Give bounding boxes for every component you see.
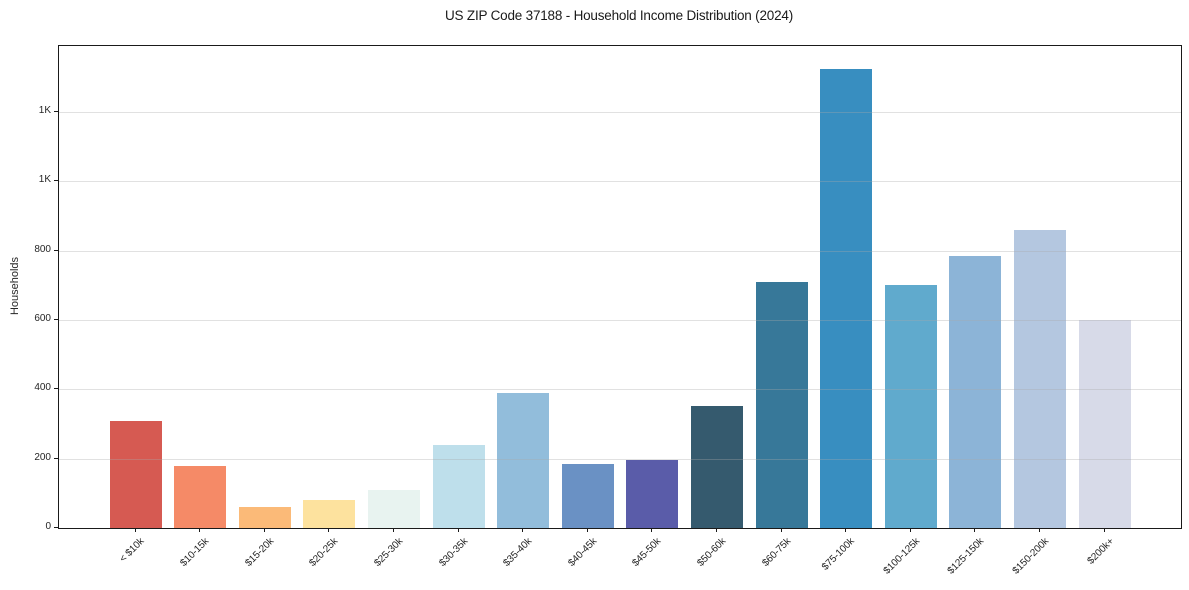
bar	[884, 285, 937, 528]
x-tick-mark	[845, 528, 846, 532]
gridline	[59, 320, 1181, 321]
y-tick-label: 1K	[38, 105, 51, 116]
y-tick-mark	[54, 250, 58, 251]
plot-area	[58, 45, 1182, 529]
y-tick-mark	[54, 180, 58, 181]
x-tick-mark	[974, 528, 975, 532]
gridline	[59, 389, 1181, 390]
x-tick-mark	[651, 528, 652, 532]
x-tick-mark	[716, 528, 717, 532]
y-axis-label: Households	[9, 256, 21, 316]
x-tick-mark	[264, 528, 265, 532]
bar	[303, 500, 356, 528]
y-tick-mark	[54, 458, 58, 459]
bar	[1078, 320, 1131, 528]
x-tick-label: $100-125k	[881, 536, 922, 577]
x-tick-mark	[393, 528, 394, 532]
y-tick-mark	[54, 388, 58, 389]
x-tick-label: $75-100k	[820, 536, 857, 573]
y-tick-label: 0	[45, 521, 51, 532]
x-tick-label: $35-40k	[500, 536, 534, 569]
x-tick-mark	[1039, 528, 1040, 532]
bar	[820, 69, 873, 528]
x-tick-label: $25-30k	[371, 536, 405, 569]
x-tick-mark	[910, 528, 911, 532]
x-tick-label: $30-35k	[436, 536, 470, 569]
x-tick-label: $40-45k	[565, 536, 599, 569]
chart-title: US ZIP Code 37188 - Household Income Dis…	[445, 8, 793, 23]
x-tick-mark	[587, 528, 588, 532]
x-tick-label: $200k+	[1085, 536, 1116, 567]
y-tick-label: 600	[34, 313, 51, 324]
y-tick-label: 200	[34, 452, 51, 463]
x-tick-mark	[1104, 528, 1105, 532]
x-tick-label: $125-150k	[945, 536, 986, 577]
y-tick-label: 400	[34, 382, 51, 393]
gridline	[59, 112, 1181, 113]
x-tick-label: $60-75k	[759, 536, 793, 569]
bar	[561, 464, 614, 528]
gridline	[59, 181, 1181, 182]
y-tick-mark	[54, 319, 58, 320]
x-tick-label: $50-60k	[694, 536, 728, 569]
x-tick-mark	[135, 528, 136, 532]
bar	[238, 507, 291, 528]
bar	[109, 421, 162, 528]
x-tick-mark	[458, 528, 459, 532]
bar	[949, 256, 1002, 528]
bar	[367, 490, 420, 528]
x-tick-label: $45-50k	[629, 536, 663, 569]
bar	[1013, 230, 1066, 528]
x-tick-mark	[199, 528, 200, 532]
y-tick-label: 800	[34, 244, 51, 255]
x-tick-mark	[781, 528, 782, 532]
y-tick-label: 1K	[38, 174, 51, 185]
x-tick-mark	[328, 528, 329, 532]
x-tick-label: $20-25k	[306, 536, 340, 569]
bar	[626, 460, 679, 528]
y-tick-mark	[54, 111, 58, 112]
x-tick-label: $15-20k	[242, 536, 276, 569]
x-tick-label: $150-200k	[1010, 536, 1051, 577]
x-tick-mark	[522, 528, 523, 532]
bar	[755, 282, 808, 528]
bar	[690, 406, 743, 528]
x-tick-label: $10-15k	[177, 536, 211, 569]
gridline	[59, 459, 1181, 460]
x-tick-label: < $10k	[117, 536, 147, 565]
y-tick-mark	[54, 527, 58, 528]
bar	[432, 445, 485, 528]
bar	[497, 393, 550, 528]
gridline	[59, 251, 1181, 252]
bar	[174, 466, 227, 528]
